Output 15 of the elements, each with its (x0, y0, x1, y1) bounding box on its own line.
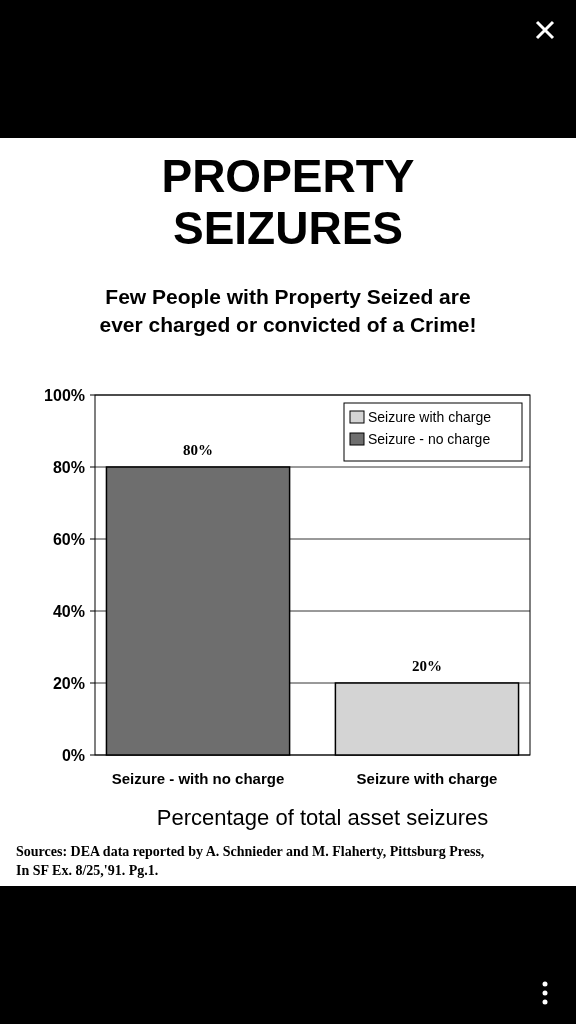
x-tick-label: Seizure - with no charge (111, 770, 285, 787)
data-label: 20% (411, 658, 442, 674)
data-label: 80% (183, 442, 214, 458)
x-axis-title: Percentage of total asset seizures (156, 805, 489, 830)
chart-subtitle: Few People with Property Seized are ever charged or convicted of a Crime! (99, 285, 477, 336)
y-tick-label: 0% (61, 747, 85, 764)
source-note: Sources: DEA data reported by A. Schnieder and M. Flaherty, Pittsburg Press, In SF Ex. 8/25,'91. Pg.1. (16, 844, 485, 878)
chart-title: PROPERTY SEIZURES (161, 150, 415, 254)
y-tick-label: 60% (52, 531, 85, 548)
y-tick-label: 80% (52, 459, 85, 476)
y-tick-label: 100% (44, 387, 85, 404)
legend-label: Seizure - no charge (368, 431, 491, 447)
legend-label: Seizure with charge (368, 409, 492, 425)
y-tick-label: 40% (52, 603, 85, 620)
y-tick-label: 20% (52, 675, 85, 692)
